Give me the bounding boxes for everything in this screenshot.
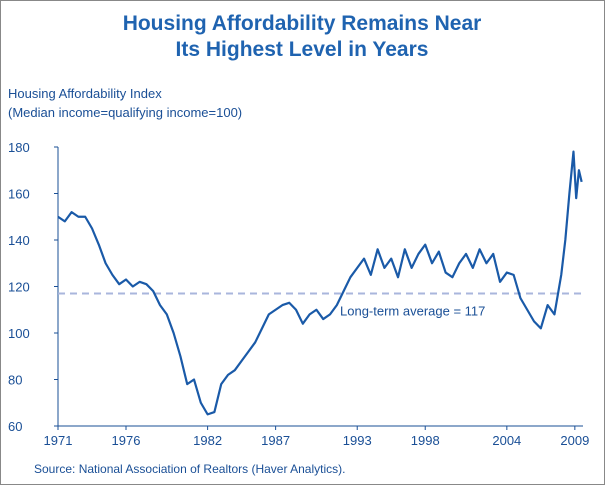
x-tick-label: 1993 xyxy=(343,433,372,448)
x-tick-label: 1987 xyxy=(261,433,290,448)
y-axis-label: Housing Affordability Index xyxy=(8,86,162,101)
x-tick-label: 1998 xyxy=(411,433,440,448)
y-tick-label: 120 xyxy=(8,280,30,295)
x-tick-label: 2009 xyxy=(560,433,589,448)
y-tick-label: 100 xyxy=(8,326,30,341)
y-tick-label: 80 xyxy=(8,373,22,388)
annotation: Long-term average = 117 xyxy=(340,303,485,318)
data-line xyxy=(57,150,583,416)
source: Source: National Association of Realtors… xyxy=(34,462,345,476)
chart-title: Its Highest Level in Years xyxy=(176,38,429,61)
y-tick-label: 160 xyxy=(8,187,30,202)
x-tick-label: 2004 xyxy=(492,433,521,448)
x-tick-label: 1982 xyxy=(193,433,222,448)
y-axis-label: (Median income=qualifying income=100) xyxy=(8,105,242,120)
y-tick-label: 180 xyxy=(8,140,30,155)
chart-title: Housing Affordability Remains Near xyxy=(123,12,482,35)
y-tick-label: 140 xyxy=(8,233,30,248)
x-tick-label: 1976 xyxy=(112,433,141,448)
y-tick-label: 60 xyxy=(8,419,22,434)
x-tick-label: 1971 xyxy=(44,433,73,448)
